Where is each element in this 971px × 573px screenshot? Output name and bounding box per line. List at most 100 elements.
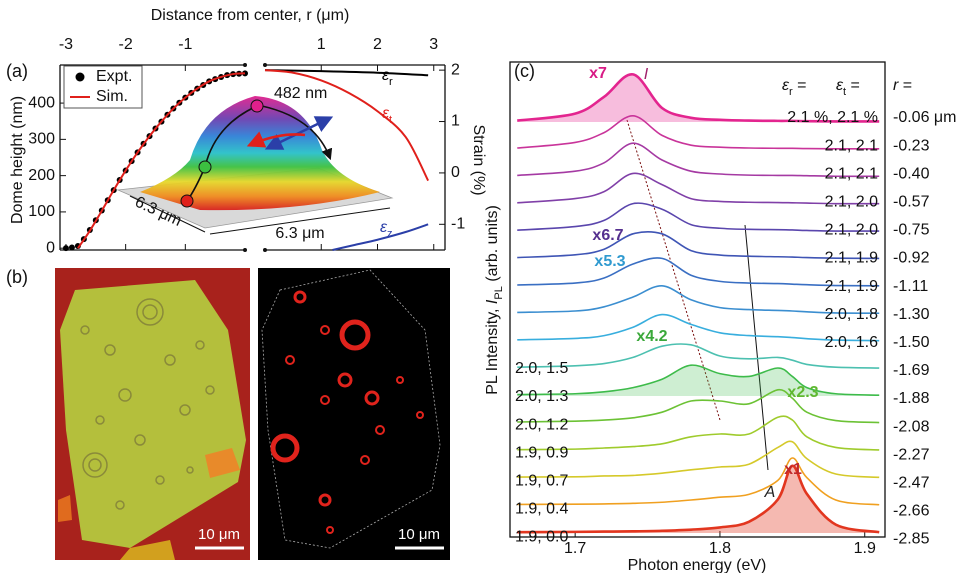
row-label: -1.69 [893,362,930,379]
y-title-part: PL Intensity, [484,304,501,395]
strain-label: 1.9, 0.7 [515,473,568,490]
strain-label: 2.0, 1.8 [825,306,878,323]
x-title: Distance from center, r (μm) [151,7,350,24]
trend-line [744,224,769,471]
strain-label: 1.9, 0.0 [515,529,568,546]
y-tick-label: 200 [28,167,55,184]
legend-label: Expt. [96,68,132,85]
row-label: -2.08 [893,418,930,435]
y-title: Dome height (nm) [9,96,26,224]
data-line [517,364,880,396]
data-line [517,457,880,506]
annotation: x5.3 [594,253,625,270]
data-area [517,465,880,533]
row-label: -1.30 [893,306,930,323]
y2-tick-label: 1 [451,113,460,130]
label-symbol: ε [782,77,790,94]
annotation: A [764,484,776,501]
y-title: PL Intensity, IPL (arb. units) [484,205,505,395]
x-title: Photon energy (eV) [628,557,767,573]
data-line [517,172,880,205]
label-symbol: ε [382,105,390,122]
label-symbol: ε [380,219,388,236]
row-label: -1.50 [893,334,930,351]
x-tick-label: -2 [119,36,133,53]
annotation: x1 [784,461,802,478]
row-label: -0.92 [893,250,930,267]
data-line [517,464,880,534]
axes-a [59,63,446,252]
trend-line [626,119,721,421]
data-line [517,142,880,178]
x-tick-label: 1.8 [709,540,731,557]
label-symbol: ε [836,77,844,94]
x-tick-label: -1 [178,36,192,53]
y-title-part: (arb. units) [484,205,501,286]
annotation: 482 nm [274,85,327,102]
y2-tick-label: -1 [451,216,465,233]
panel-label: (c) [514,61,535,81]
annotation: x7 [589,65,607,82]
data-line [517,388,880,424]
y-tick-label: 400 [28,94,55,111]
strain-label: 2.0, 1.2 [515,416,568,433]
strain-label: 2.0, 1.6 [825,334,878,351]
data-line [517,284,880,315]
strain-label: 2.1, 2.0 [825,194,878,211]
y2-title: Strain (%) [470,124,487,195]
scale-bar-label: 10 μm [198,526,240,543]
label: εt = [836,77,860,98]
x-tick-label: 1.7 [564,540,586,557]
data-line [517,313,880,342]
x-tick-label: 1 [317,36,326,53]
annotation: I [644,66,649,83]
strain-label: 2.1, 2.1 [825,137,878,154]
data-line [517,202,880,232]
data-area [517,74,880,122]
data-point [62,245,69,252]
label-sub: r [789,86,793,98]
label-sub: z [387,228,393,240]
row-label: -1.11 [893,278,928,295]
y2-tick-label: 0 [451,164,460,181]
dome-illustration [116,96,394,235]
x-tick-label: -3 [59,36,73,53]
legend-marker [75,72,85,82]
y-title-symbol: I [484,299,501,304]
row-label: -2.66 [893,503,930,520]
label: εt [382,105,392,126]
row-label: -0.75 [893,222,930,239]
strain-label: 2.1, 1.9 [825,250,878,267]
label: εr [382,67,393,88]
y-title-sub: PL [493,286,505,299]
y-tick-label: 0 [46,239,55,256]
row-label: -0.23 [893,137,930,154]
data-line [332,223,429,251]
x-tick-label: 2 [373,36,382,53]
data-line [517,230,880,260]
row-label: -2.85 [893,531,930,548]
y2-tick-label: 2 [451,61,460,78]
annotation: x2.3 [787,384,818,401]
data-line [264,69,429,77]
label-symbol: r [893,77,899,94]
plot-frame [509,61,886,538]
legend-box [63,65,143,109]
data-line [517,415,880,451]
panel-label: (b) [6,267,28,287]
y-tick-label: 300 [28,131,55,148]
data-line [517,73,880,123]
strain-label: 2.0, 1.5 [515,360,568,377]
label-tail: = [846,77,860,94]
row-label: -0.57 [893,194,930,211]
label-sub: t [843,86,846,98]
label-tail: = [793,77,807,94]
label-sub: r [389,76,393,88]
row-label: -2.27 [893,446,930,463]
annotation: x4.2 [636,328,667,345]
label: εz [380,219,393,240]
row-label: -0.06 μm [893,109,956,126]
x-tick-label: 3 [429,36,438,53]
pl-map-image [258,268,450,560]
